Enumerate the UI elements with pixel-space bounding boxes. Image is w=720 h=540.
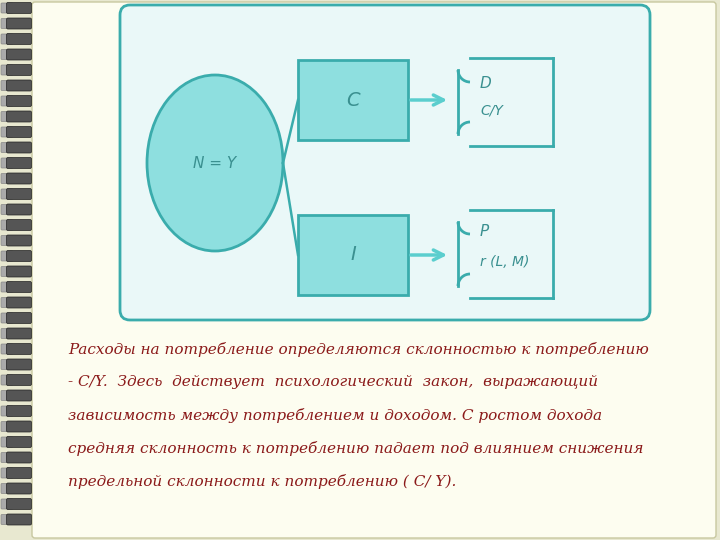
FancyBboxPatch shape: [1, 390, 13, 401]
FancyBboxPatch shape: [298, 215, 408, 295]
FancyBboxPatch shape: [1, 328, 13, 339]
FancyBboxPatch shape: [6, 328, 32, 339]
FancyBboxPatch shape: [1, 50, 13, 59]
FancyBboxPatch shape: [6, 142, 32, 153]
FancyBboxPatch shape: [1, 313, 13, 323]
Text: - C/Y.  Здесь  действует  психологический  закон,  выражающий: - C/Y. Здесь действует психологический з…: [68, 375, 598, 389]
Text: C/Y: C/Y: [480, 103, 503, 117]
FancyBboxPatch shape: [1, 235, 13, 246]
FancyBboxPatch shape: [1, 96, 13, 106]
FancyBboxPatch shape: [6, 390, 32, 401]
FancyBboxPatch shape: [1, 422, 13, 431]
FancyBboxPatch shape: [6, 281, 32, 293]
FancyBboxPatch shape: [6, 96, 32, 106]
FancyBboxPatch shape: [6, 49, 32, 60]
FancyBboxPatch shape: [6, 266, 32, 277]
FancyBboxPatch shape: [1, 65, 13, 75]
FancyBboxPatch shape: [1, 282, 13, 292]
Ellipse shape: [147, 75, 283, 251]
FancyBboxPatch shape: [6, 375, 32, 386]
FancyBboxPatch shape: [6, 188, 32, 199]
Text: Расходы на потребление определяются склонностью к потреблению: Расходы на потребление определяются скло…: [68, 342, 649, 357]
FancyBboxPatch shape: [298, 60, 408, 140]
FancyBboxPatch shape: [6, 406, 32, 416]
FancyBboxPatch shape: [1, 143, 13, 152]
FancyBboxPatch shape: [6, 452, 32, 463]
FancyBboxPatch shape: [6, 343, 32, 354]
FancyBboxPatch shape: [6, 421, 32, 432]
FancyBboxPatch shape: [6, 158, 32, 168]
FancyBboxPatch shape: [1, 111, 13, 122]
FancyBboxPatch shape: [1, 453, 13, 462]
FancyBboxPatch shape: [1, 267, 13, 276]
FancyBboxPatch shape: [1, 499, 13, 509]
FancyBboxPatch shape: [1, 220, 13, 230]
FancyBboxPatch shape: [1, 515, 13, 524]
FancyBboxPatch shape: [1, 360, 13, 369]
FancyBboxPatch shape: [1, 173, 13, 184]
FancyBboxPatch shape: [6, 483, 32, 494]
FancyBboxPatch shape: [6, 251, 32, 261]
FancyBboxPatch shape: [1, 375, 13, 385]
FancyBboxPatch shape: [6, 514, 32, 525]
Text: D: D: [480, 76, 492, 91]
Text: r (L, M): r (L, M): [480, 255, 529, 269]
FancyBboxPatch shape: [6, 359, 32, 370]
FancyBboxPatch shape: [1, 205, 13, 214]
FancyBboxPatch shape: [1, 468, 13, 478]
Text: предельной склонности к потреблению ( С/ Y).: предельной склонности к потреблению ( С/…: [68, 474, 456, 489]
FancyBboxPatch shape: [1, 127, 13, 137]
FancyBboxPatch shape: [6, 3, 32, 14]
FancyBboxPatch shape: [1, 80, 13, 91]
FancyBboxPatch shape: [6, 173, 32, 184]
Text: зависимость между потреблением и доходом. С ростом дохода: зависимость между потреблением и доходом…: [68, 408, 602, 423]
FancyBboxPatch shape: [6, 18, 32, 29]
FancyBboxPatch shape: [6, 80, 32, 91]
Text: N = Y: N = Y: [194, 156, 237, 171]
FancyBboxPatch shape: [1, 406, 13, 416]
FancyBboxPatch shape: [6, 297, 32, 308]
FancyBboxPatch shape: [1, 483, 13, 494]
FancyBboxPatch shape: [1, 298, 13, 307]
Text: I: I: [350, 246, 356, 265]
FancyBboxPatch shape: [6, 313, 32, 323]
FancyBboxPatch shape: [120, 5, 650, 320]
FancyBboxPatch shape: [6, 436, 32, 448]
FancyBboxPatch shape: [1, 158, 13, 168]
Text: P: P: [480, 225, 490, 240]
FancyBboxPatch shape: [6, 498, 32, 510]
FancyBboxPatch shape: [1, 3, 13, 13]
FancyBboxPatch shape: [6, 219, 32, 231]
FancyBboxPatch shape: [1, 18, 13, 29]
FancyBboxPatch shape: [1, 251, 13, 261]
Text: средняя склонность к потреблению падает под влиянием снижения: средняя склонность к потреблению падает …: [68, 441, 644, 456]
FancyBboxPatch shape: [6, 468, 32, 478]
FancyBboxPatch shape: [1, 344, 13, 354]
FancyBboxPatch shape: [1, 189, 13, 199]
FancyBboxPatch shape: [6, 235, 32, 246]
FancyBboxPatch shape: [1, 34, 13, 44]
FancyBboxPatch shape: [1, 437, 13, 447]
FancyBboxPatch shape: [32, 2, 716, 538]
FancyBboxPatch shape: [6, 126, 32, 138]
FancyBboxPatch shape: [6, 64, 32, 76]
FancyBboxPatch shape: [6, 33, 32, 44]
Text: C: C: [346, 91, 360, 110]
FancyBboxPatch shape: [6, 111, 32, 122]
FancyBboxPatch shape: [6, 204, 32, 215]
